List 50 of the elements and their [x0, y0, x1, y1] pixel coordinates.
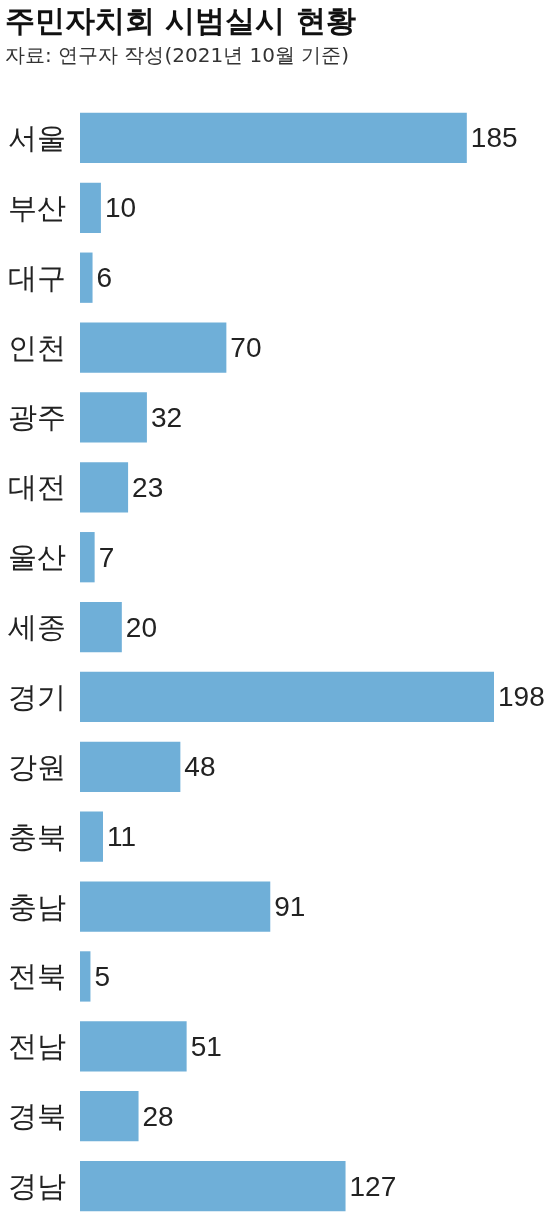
y-tick-label: 광주 [8, 400, 66, 435]
y-tick-label: 울산 [8, 540, 66, 575]
y-tick-label: 경북 [8, 1099, 66, 1134]
data-label: 48 [184, 751, 216, 783]
data-label: 23 [132, 471, 164, 503]
y-tick-label: 인천 [8, 330, 66, 365]
data-label: 127 [349, 1170, 397, 1202]
y-tick-label: 전남 [8, 1029, 66, 1064]
data-label: 51 [190, 1030, 222, 1062]
data-label: 185 [470, 122, 518, 154]
data-label: 20 [125, 611, 157, 643]
bar [80, 881, 271, 932]
bar [80, 462, 129, 513]
bar [80, 532, 95, 583]
bar [80, 741, 181, 792]
bar [80, 112, 467, 164]
bar [80, 392, 147, 443]
data-label: 28 [142, 1100, 174, 1132]
y-tick-label: 전북 [8, 959, 66, 994]
chart-subtitle: 자료: 연구자 작성(2021년 10월 기준) [5, 43, 350, 67]
y-tick-label: 충북 [8, 819, 66, 854]
bar [80, 951, 91, 1002]
data-label: 198 [498, 681, 545, 713]
data-label: 5 [94, 960, 111, 992]
chart-title: 주민자치회 시범실시 현황 [5, 2, 356, 38]
bar [80, 601, 122, 653]
bar [80, 182, 101, 233]
bar [80, 671, 494, 723]
y-tick-label: 충남 [8, 889, 66, 924]
y-tick-label: 대전 [8, 470, 66, 505]
y-tick-label: 부산 [8, 190, 66, 225]
data-label: 6 [96, 262, 113, 294]
y-tick-label: 서울 [8, 120, 66, 155]
bar [80, 252, 93, 303]
y-tick-label: 경남 [8, 1169, 66, 1204]
data-label: 70 [230, 332, 262, 364]
bar [80, 1021, 187, 1072]
bar [80, 1160, 346, 1212]
y-tick-label: 강원 [8, 749, 66, 784]
bar [80, 322, 227, 373]
y-tick-label: 세종 [8, 610, 66, 645]
data-label: 7 [98, 541, 115, 573]
data-label: 91 [274, 891, 306, 923]
y-tick-label: 경기 [8, 679, 66, 714]
y-tick-label: 대구 [8, 260, 66, 295]
data-label: 10 [104, 192, 137, 224]
bar [80, 1091, 139, 1142]
data-label: 32 [150, 401, 183, 433]
bar [80, 811, 103, 862]
data-label: 11 [107, 821, 137, 853]
